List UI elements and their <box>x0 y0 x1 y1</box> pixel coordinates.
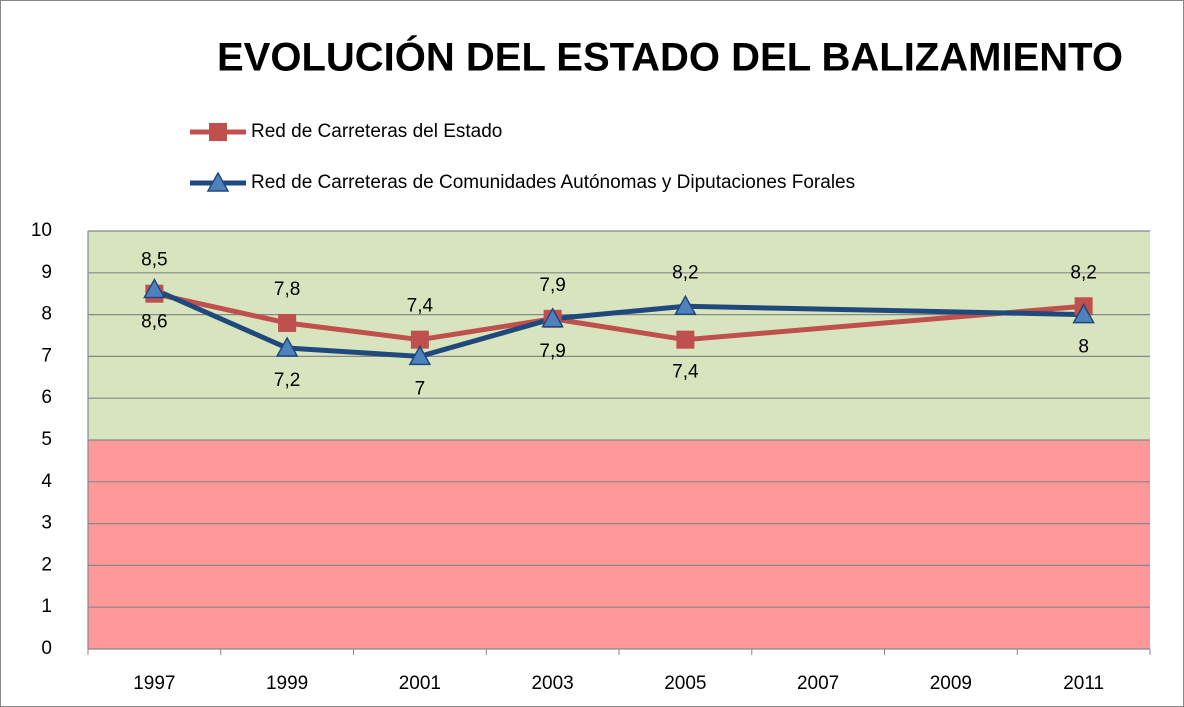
marker <box>541 307 564 328</box>
marker <box>410 330 429 349</box>
y-tick-label: 10 <box>31 220 52 241</box>
y-tick-label: 3 <box>41 513 52 534</box>
data-label: 8,2 <box>1070 262 1096 283</box>
chart-title: EVOLUCIÓN DEL ESTADO DEL BALIZAMIENTO <box>217 34 1123 80</box>
marker <box>1072 303 1095 324</box>
x-tick-label: 2007 <box>797 673 839 694</box>
y-tick-label: 6 <box>41 387 52 408</box>
marker <box>676 330 695 349</box>
y-tick-label: 1 <box>41 596 52 617</box>
data-label: 7,9 <box>539 275 565 296</box>
x-tick-label: 2001 <box>399 673 441 694</box>
x-tick-label: 2003 <box>531 673 573 694</box>
legend-label: Red de Carreteras del Estado <box>251 121 502 142</box>
y-tick-label: 2 <box>41 554 52 575</box>
marker <box>674 294 697 315</box>
y-tick-label: 5 <box>41 429 52 450</box>
y-tick-label: 0 <box>41 638 52 659</box>
data-label: 8,6 <box>141 312 167 333</box>
x-tick-label: 2009 <box>930 673 972 694</box>
data-label: 8,5 <box>141 250 167 271</box>
marker <box>206 171 230 192</box>
marker <box>275 336 299 357</box>
data-label: 7,4 <box>407 296 434 317</box>
marker <box>278 313 297 332</box>
data-label: 8,2 <box>672 262 698 283</box>
data-label: 8 <box>1078 337 1089 358</box>
background-band <box>88 440 1150 649</box>
marker <box>209 123 227 141</box>
y-tick-label: 7 <box>41 345 52 366</box>
x-tick-label: 2011 <box>1063 673 1104 694</box>
series-line <box>153 287 1084 359</box>
y-tick-label: 8 <box>41 304 52 325</box>
data-label: 7,2 <box>274 370 300 391</box>
marker <box>143 277 166 299</box>
data-label: 7,4 <box>672 362 699 383</box>
marker <box>408 344 432 366</box>
y-tick-label: 9 <box>41 262 52 283</box>
background-band <box>88 231 1150 440</box>
data-label: 7,8 <box>274 279 300 300</box>
x-tick-label: 1999 <box>266 673 308 694</box>
x-tick-label: 1997 <box>133 673 175 694</box>
legend-label: Red de Carreteras de Comunidades Autónom… <box>251 172 855 193</box>
y-tick-label: 4 <box>41 471 52 492</box>
series-line <box>153 291 1084 343</box>
data-label: 7,9 <box>539 341 565 362</box>
data-label: 7 <box>415 378 426 399</box>
x-tick-label: 2005 <box>664 673 706 694</box>
